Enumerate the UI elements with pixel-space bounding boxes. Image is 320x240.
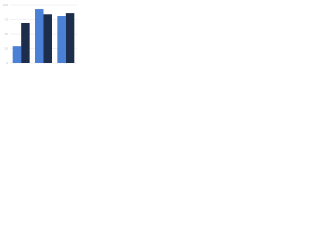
bar [12, 46, 22, 63]
y-tick-label: 0 [6, 61, 8, 65]
y-tick-label: 75 [5, 17, 9, 21]
y-tick-label: 25 [5, 46, 9, 50]
bar [65, 13, 75, 64]
bar [35, 9, 44, 64]
y-tick-label: 50 [5, 32, 9, 36]
bar [43, 14, 52, 64]
y-tick-label: 100 [3, 3, 8, 7]
bar [21, 22, 30, 63]
chart: 0 25 50 75 100 [3, 3, 77, 65]
page: {"chart_data": {"type": "bar", "categori… [0, 0, 100, 71]
bar [57, 16, 66, 63]
